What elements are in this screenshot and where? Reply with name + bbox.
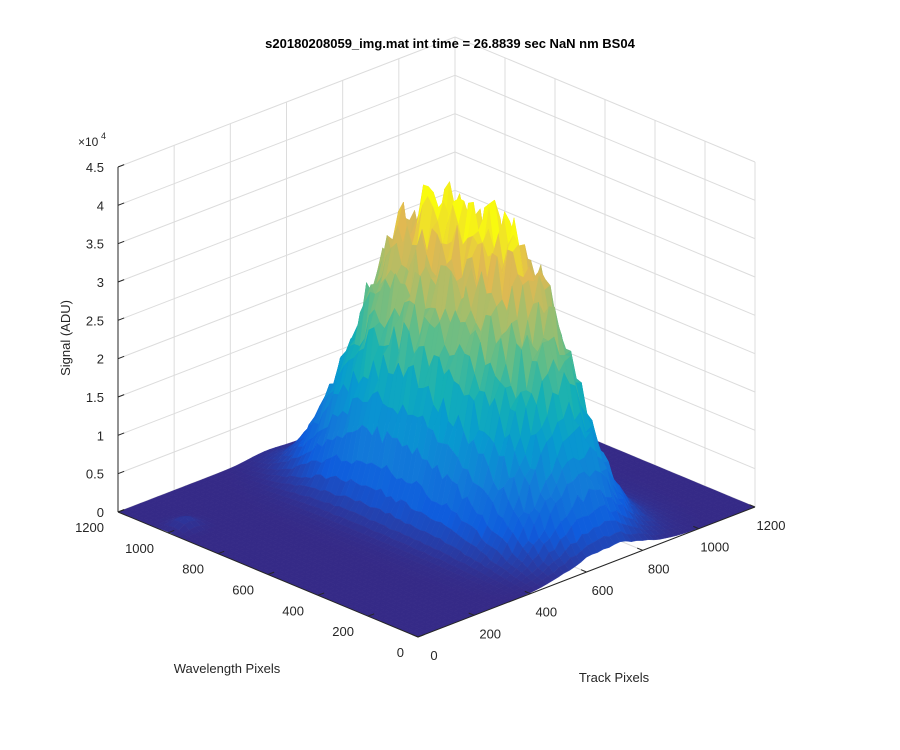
- grid-line: [117, 74, 456, 206]
- x-tick-mark: [580, 569, 587, 573]
- z-tick-mark: [117, 355, 125, 360]
- x-tick-label: 1000: [700, 540, 729, 555]
- y-tick-mark: [417, 634, 425, 638]
- z-axis-label: Signal (ADU): [58, 300, 73, 376]
- grid-line: [454, 113, 756, 240]
- z-tick-label: 0: [97, 505, 104, 520]
- z-tick-mark: [117, 470, 125, 475]
- grid-line: [454, 74, 756, 201]
- y-tick-mark: [217, 550, 225, 555]
- x-tick-mark: [468, 612, 475, 616]
- grid-line: [117, 151, 456, 283]
- z-tick-label: 1.5: [86, 390, 104, 405]
- surface-plot: [117, 181, 756, 638]
- z-tick-label: 2: [97, 352, 104, 367]
- z-tick-mark: [117, 509, 125, 513]
- y-tick-label: 400: [282, 603, 304, 618]
- x-tick-label: 400: [535, 605, 557, 620]
- y-tick-label: 1200: [75, 520, 104, 535]
- y-tick-mark: [267, 571, 275, 575]
- z-tick-label: 3.5: [86, 237, 104, 252]
- tick-marks: [117, 164, 756, 638]
- x-tick-label: 800: [648, 561, 670, 576]
- y-tick-label: 1000: [125, 541, 154, 556]
- x-tick-label: 600: [592, 583, 614, 598]
- grid-line: [117, 36, 456, 168]
- z-tick-label: 4: [97, 198, 104, 213]
- z-exponent-power: 4: [101, 131, 106, 141]
- x-tick-mark: [693, 525, 700, 530]
- grid-line: [454, 189, 756, 316]
- z-tick-mark: [117, 394, 125, 398]
- z-tick-mark: [117, 164, 125, 168]
- x-axis-label: Track Pixels: [579, 670, 650, 685]
- z-tick-mark: [117, 317, 125, 321]
- grid-line: [454, 151, 756, 278]
- z-tick-label: 2.5: [86, 313, 104, 328]
- z-exponent-base: ×10: [78, 135, 99, 149]
- y-tick-label: 600: [232, 583, 254, 598]
- x-tick-mark: [412, 634, 419, 638]
- z-tick-label: 4.5: [86, 160, 104, 175]
- x-tick-mark: [524, 590, 531, 595]
- grid-line: [454, 36, 756, 163]
- grid-line: [117, 113, 456, 245]
- x-tick-label: 0: [430, 648, 437, 663]
- z-tick-label: 0.5: [86, 467, 104, 482]
- x-tick-label: 200: [479, 626, 501, 641]
- z-tick-mark: [117, 202, 125, 206]
- z-tick-label: 3: [97, 275, 104, 290]
- y-tick-mark: [367, 613, 375, 617]
- x-tick-mark: [749, 504, 756, 508]
- z-tick-mark: [117, 279, 125, 283]
- y-tick-label: 0: [397, 645, 404, 660]
- y-tick-label: 800: [182, 562, 204, 577]
- y-axis-label: Wavelength Pixels: [174, 661, 281, 676]
- x-tick-mark: [636, 547, 643, 551]
- y-tick-mark: [317, 592, 325, 596]
- tick-labels: 0200400600800100012000200400600800100012…: [75, 160, 785, 663]
- chart-title: s20180208059_img.mat int time = 26.8839 …: [265, 36, 635, 51]
- x-tick-label: 1200: [757, 518, 786, 533]
- z-tick-mark: [117, 240, 125, 245]
- y-tick-label: 200: [332, 624, 354, 639]
- z-tick-mark: [117, 432, 125, 436]
- y-tick-mark: [167, 529, 175, 534]
- z-tick-label: 1: [97, 428, 104, 443]
